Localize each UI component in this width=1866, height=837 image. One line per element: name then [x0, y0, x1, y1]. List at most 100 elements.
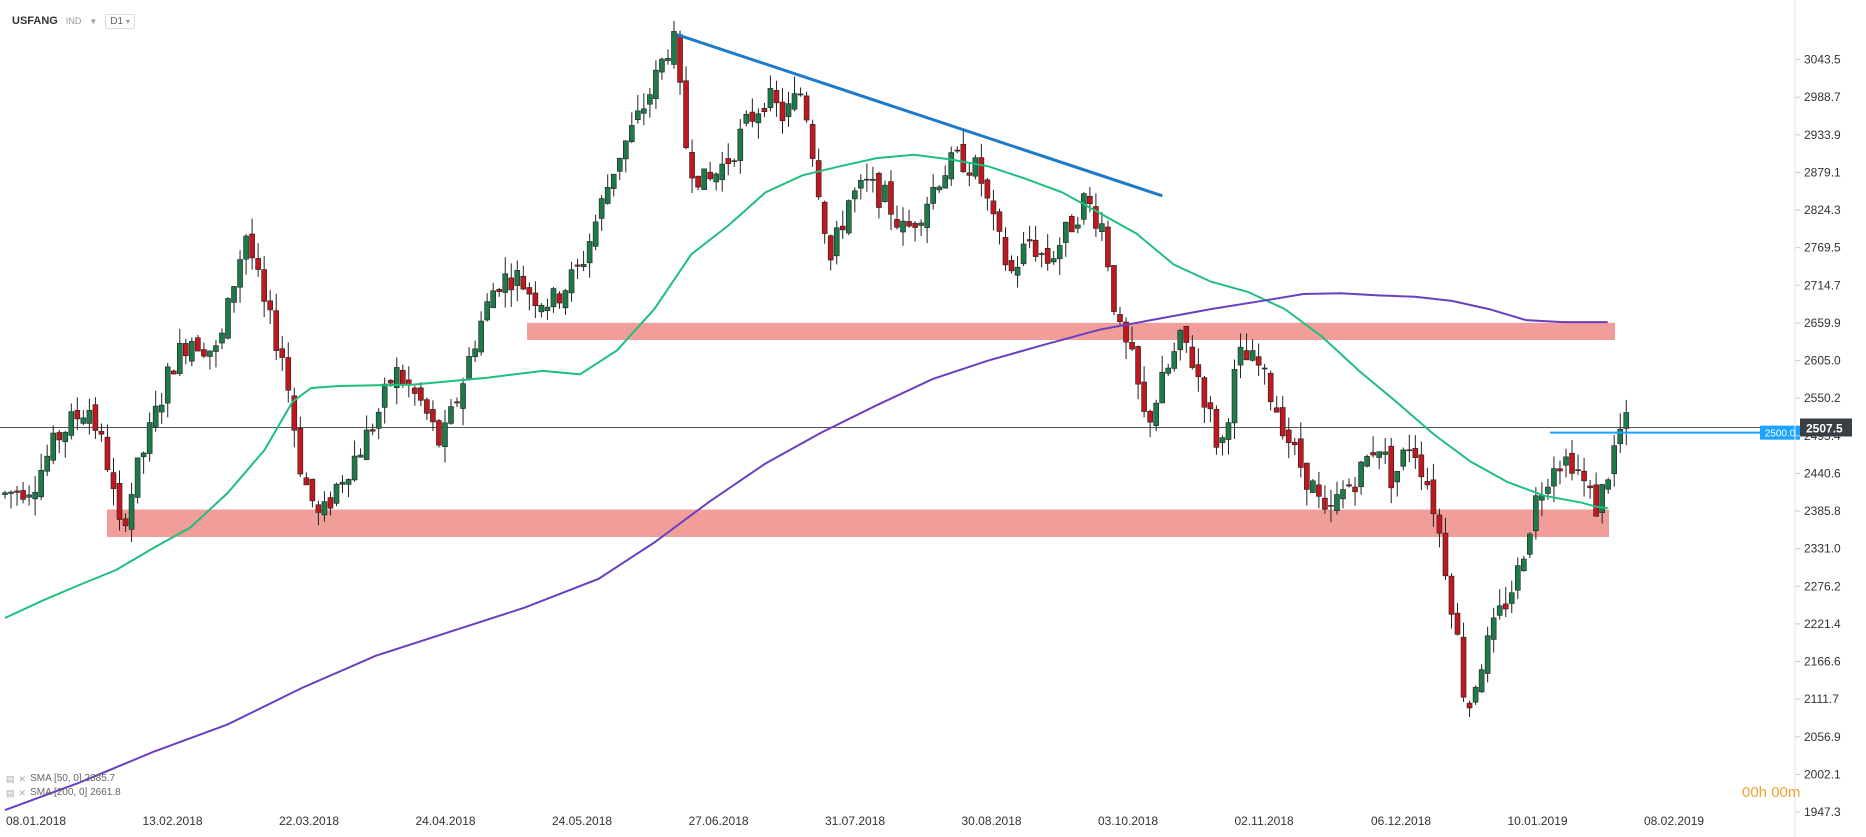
legend-sma200[interactable]: ▤ ✕ SMA [200, 0] 2661.8: [6, 786, 121, 800]
candle[interactable]: [773, 90, 780, 104]
candle[interactable]: [478, 320, 484, 353]
candle[interactable]: [1304, 462, 1310, 490]
candle[interactable]: [1213, 408, 1220, 448]
candle[interactable]: [749, 111, 756, 122]
candle[interactable]: [32, 491, 38, 500]
price-zone[interactable]: [107, 509, 1609, 537]
candle[interactable]: [1129, 342, 1135, 350]
candle[interactable]: [1087, 195, 1093, 205]
candle[interactable]: [1153, 402, 1159, 426]
candle[interactable]: [249, 233, 255, 259]
candle[interactable]: [1285, 429, 1292, 444]
candle[interactable]: [351, 455, 358, 481]
candle[interactable]: [309, 478, 316, 502]
candle[interactable]: [285, 357, 292, 391]
candle[interactable]: [1460, 636, 1467, 698]
candle[interactable]: [291, 395, 298, 431]
candle[interactable]: [1533, 495, 1539, 531]
candle[interactable]: [1225, 422, 1232, 440]
candle[interactable]: [948, 152, 955, 180]
candle[interactable]: [635, 110, 641, 121]
candle[interactable]: [490, 290, 496, 309]
candle[interactable]: [1231, 369, 1238, 424]
candle[interactable]: [1201, 377, 1208, 408]
candle[interactable]: [1400, 449, 1407, 467]
candle[interactable]: [1189, 346, 1196, 368]
candle[interactable]: [701, 168, 707, 190]
candle[interactable]: [225, 298, 231, 339]
candle[interactable]: [1430, 479, 1437, 515]
candle[interactable]: [610, 173, 617, 189]
candle[interactable]: [641, 108, 647, 114]
candle[interactable]: [592, 221, 599, 247]
candle[interactable]: [363, 429, 370, 460]
candle[interactable]: [803, 95, 810, 121]
candle[interactable]: [243, 235, 249, 260]
candle[interactable]: [1291, 441, 1298, 446]
candle[interactable]: [8, 491, 14, 494]
candle[interactable]: [671, 31, 677, 65]
candle[interactable]: [1527, 533, 1533, 555]
candle[interactable]: [255, 258, 261, 270]
candle[interactable]: [1002, 237, 1009, 266]
candle[interactable]: [375, 411, 382, 429]
candle[interactable]: [1075, 224, 1081, 229]
candle[interactable]: [761, 107, 768, 113]
candle[interactable]: [1050, 258, 1057, 263]
candle[interactable]: [1081, 193, 1087, 220]
candle[interactable]: [1514, 565, 1521, 591]
candle[interactable]: [231, 286, 237, 303]
candle[interactable]: [1388, 445, 1395, 489]
candle[interactable]: [912, 222, 918, 228]
candle[interactable]: [170, 370, 177, 375]
candle[interactable]: [713, 173, 719, 183]
candle[interactable]: [110, 472, 117, 489]
candle[interactable]: [1038, 253, 1045, 255]
candle[interactable]: [797, 93, 804, 96]
candle[interactable]: [418, 387, 424, 401]
candle[interactable]: [1014, 266, 1021, 276]
candle[interactable]: [327, 497, 334, 509]
candle[interactable]: [918, 222, 924, 226]
candle[interactable]: [1605, 479, 1611, 490]
candle[interactable]: [984, 179, 991, 199]
candle[interactable]: [616, 157, 623, 172]
candle[interactable]: [1370, 452, 1376, 456]
candle[interactable]: [448, 406, 454, 424]
candle[interactable]: [1261, 367, 1268, 370]
candle[interactable]: [104, 436, 111, 471]
candle[interactable]: [466, 356, 472, 381]
candle[interactable]: [1117, 314, 1123, 322]
candle[interactable]: [1093, 206, 1099, 229]
candle[interactable]: [1406, 449, 1413, 452]
candle[interactable]: [1502, 603, 1509, 610]
candle[interactable]: [393, 367, 400, 389]
symbol-label[interactable]: USFANG: [12, 15, 58, 27]
candle[interactable]: [1141, 381, 1147, 412]
candle[interactable]: [279, 348, 286, 358]
candle[interactable]: [1587, 485, 1593, 489]
candle[interactable]: [1219, 437, 1226, 443]
candle[interactable]: [665, 58, 671, 61]
candle[interactable]: [412, 387, 418, 394]
candle[interactable]: [273, 310, 280, 351]
candle[interactable]: [1346, 484, 1352, 487]
candle[interactable]: [1442, 532, 1449, 577]
candle[interactable]: [56, 432, 63, 441]
candle[interactable]: [1207, 402, 1214, 410]
candle[interactable]: [1249, 350, 1256, 361]
candle[interactable]: [430, 409, 436, 423]
candle[interactable]: [158, 404, 165, 413]
legend-sma50[interactable]: ▤ ✕ SMA [50, 0] 2385.7: [6, 772, 121, 786]
candle[interactable]: [936, 186, 942, 191]
candle[interactable]: [26, 494, 32, 498]
candle[interactable]: [1581, 470, 1587, 482]
candle[interactable]: [858, 180, 864, 189]
candle[interactable]: [1599, 484, 1605, 513]
candle[interactable]: [629, 125, 635, 142]
candle[interactable]: [1352, 486, 1358, 493]
candle[interactable]: [791, 93, 798, 110]
close-icon[interactable]: ✕: [18, 774, 27, 784]
candle[interactable]: [1237, 346, 1244, 366]
candle[interactable]: [821, 201, 828, 234]
